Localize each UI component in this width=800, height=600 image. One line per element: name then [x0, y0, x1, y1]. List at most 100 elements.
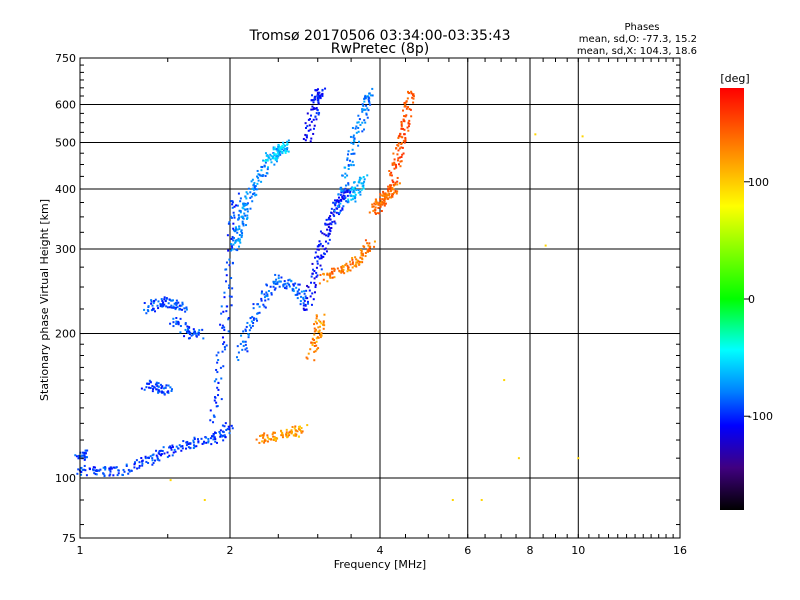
echo-point — [344, 184, 347, 187]
echo-point — [329, 275, 332, 278]
echo-point — [185, 444, 188, 447]
echo-point — [319, 320, 322, 323]
echo-point — [221, 424, 224, 427]
echo-point — [368, 211, 371, 214]
echo-point — [341, 195, 344, 198]
echo-point — [355, 125, 358, 128]
echo-point — [165, 297, 168, 300]
echo-point — [220, 377, 223, 380]
echo-point — [282, 146, 285, 149]
echo-point — [238, 216, 241, 219]
echo-point — [146, 382, 149, 385]
echo-point — [344, 187, 347, 190]
echo-point — [336, 267, 339, 270]
echo-point — [166, 306, 169, 309]
echo-point — [84, 452, 87, 455]
echo-point — [82, 454, 85, 457]
echo-point — [237, 239, 240, 242]
echo-point — [122, 468, 125, 471]
echo-point — [99, 468, 102, 471]
echo-point — [347, 266, 350, 269]
echo-point — [316, 260, 319, 263]
echo-point — [354, 200, 357, 203]
echo-point — [294, 282, 297, 285]
echo-point — [264, 306, 267, 309]
echo-point — [328, 217, 331, 220]
echo-point — [349, 260, 352, 263]
echo-point — [339, 202, 342, 205]
echo-point — [276, 154, 279, 157]
echo-point — [238, 225, 241, 228]
echo-point — [304, 122, 307, 125]
echo-point — [359, 256, 362, 259]
echo-point — [404, 139, 407, 142]
echo-point — [300, 427, 303, 430]
echo-point — [104, 468, 107, 471]
echo-point — [362, 104, 365, 107]
echo-point — [405, 100, 408, 103]
echo-point — [317, 101, 320, 104]
echo-point — [81, 451, 84, 454]
echo-point — [112, 474, 115, 477]
echo-point — [244, 328, 247, 331]
echo-point — [231, 201, 234, 204]
echo-point — [216, 371, 219, 374]
echo-point — [315, 271, 318, 274]
echo-point — [221, 336, 224, 339]
echo-point — [276, 281, 279, 284]
echo-point — [267, 290, 270, 293]
echo-point — [310, 275, 313, 278]
echo-point — [282, 285, 285, 288]
echo-point — [258, 441, 261, 444]
echo-point — [361, 121, 364, 124]
echo-point — [351, 187, 354, 190]
echo-point — [283, 280, 286, 283]
echo-point — [263, 432, 266, 435]
echo-point — [273, 437, 276, 440]
echo-point — [368, 101, 371, 104]
echo-point — [250, 195, 253, 198]
echo-point — [341, 268, 344, 271]
echo-point — [231, 206, 234, 209]
echo-point — [234, 248, 237, 251]
echo-point — [188, 333, 191, 336]
echo-point — [255, 438, 258, 441]
echo-point — [315, 337, 318, 340]
echo-point — [394, 181, 397, 184]
echo-point — [167, 390, 170, 393]
echo-point — [314, 330, 317, 333]
echo-point — [313, 124, 316, 127]
echo-point — [323, 313, 326, 316]
echo-point — [351, 261, 354, 264]
echo-point — [95, 473, 98, 476]
echo-point — [144, 457, 147, 460]
echo-point — [303, 308, 306, 311]
echo-point — [225, 280, 228, 283]
echo-point — [397, 157, 400, 160]
echo-point — [177, 321, 180, 324]
echo-point — [316, 336, 319, 339]
echo-point — [121, 474, 124, 477]
echo-point — [138, 461, 141, 464]
echo-point — [359, 261, 362, 264]
echo-point — [153, 386, 156, 389]
echo-point — [215, 401, 218, 404]
echo-point — [230, 304, 233, 307]
echo-point — [311, 108, 314, 111]
echo-point — [327, 218, 330, 221]
echo-point — [318, 240, 321, 243]
echo-point — [311, 292, 314, 295]
echo-point — [260, 299, 263, 302]
echo-point — [362, 128, 365, 131]
echo-point — [368, 246, 371, 249]
echo-point — [353, 152, 356, 155]
echo-point — [324, 87, 327, 90]
echo-point — [221, 324, 224, 327]
echo-point — [400, 142, 403, 145]
echo-point — [340, 269, 343, 272]
echo-point — [313, 98, 316, 101]
echo-point — [342, 190, 345, 193]
echo-point — [315, 107, 318, 110]
echo-point — [156, 385, 159, 388]
echo-point — [218, 430, 221, 433]
